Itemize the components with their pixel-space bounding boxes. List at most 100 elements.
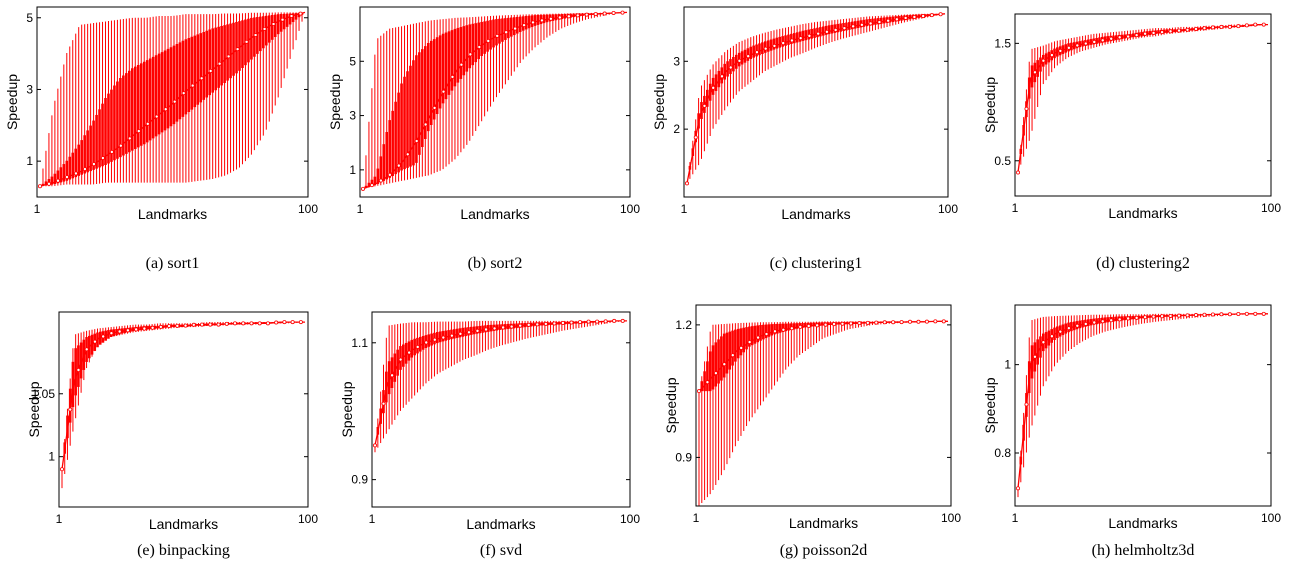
mean-marker: [217, 61, 222, 66]
mean-marker: [432, 337, 437, 342]
mean-marker: [1083, 321, 1088, 326]
mean-marker: [815, 323, 820, 328]
mean-marker: [1049, 53, 1054, 58]
mean-marker: [1016, 486, 1021, 491]
mean-line: [1017, 23, 1268, 173]
mean-marker: [199, 76, 204, 81]
mean-marker: [806, 324, 811, 329]
mean-marker: [142, 326, 147, 331]
x-axis-label: Landmarks: [466, 516, 535, 532]
mean-marker: [1261, 311, 1266, 316]
mean-marker: [298, 11, 303, 16]
mean-marker: [705, 380, 710, 385]
mean-marker: [924, 319, 929, 324]
panel-caption: (h) helmholtz3d: [1092, 542, 1195, 559]
mean-marker: [1227, 312, 1232, 317]
mean-marker: [381, 401, 386, 406]
mean-marker: [1075, 323, 1080, 328]
mean-marker: [150, 325, 155, 330]
mean-marker: [933, 319, 938, 324]
y-axis-label: Speedup: [339, 381, 355, 437]
x-tick-label: 100: [941, 511, 961, 525]
mean-marker: [1134, 33, 1139, 38]
mean-marker: [1160, 30, 1165, 35]
mean-marker: [398, 357, 403, 362]
mean-marker: [154, 114, 159, 119]
mean-marker: [781, 327, 786, 332]
x-axis-label: Landmarks: [1108, 515, 1177, 531]
mean-marker: [76, 367, 81, 372]
mean-marker: [216, 322, 221, 327]
y-tick-label: 3: [673, 54, 680, 68]
mean-marker: [593, 12, 598, 17]
chart-panel-1: 1 3 5 1 100 Landmarks Speedup (a) sort1: [4, 6, 318, 272]
mean-marker: [208, 322, 213, 327]
mean-marker: [851, 24, 856, 29]
mean-marker: [903, 15, 908, 20]
mean-marker: [842, 26, 847, 31]
mean-marker: [1032, 70, 1037, 75]
mean-marker: [789, 326, 794, 331]
mean-marker: [468, 52, 473, 57]
x-tick-label: 100: [620, 512, 640, 526]
mean-marker: [1083, 41, 1088, 46]
y-tick-label: 0.5: [994, 154, 1011, 168]
mean-marker: [868, 21, 873, 26]
mean-marker: [1041, 340, 1046, 345]
y-tick-label: 1: [48, 450, 55, 464]
mean-marker: [100, 156, 105, 161]
x-axis-label: Landmarks: [149, 516, 218, 532]
mean-marker: [136, 129, 141, 134]
mean-marker: [1185, 313, 1190, 318]
mean-marker: [848, 321, 853, 326]
mean-marker: [772, 329, 777, 334]
y-axis-label: Speedup: [26, 381, 42, 437]
mean-marker: [459, 62, 464, 67]
x-tick-label: 100: [620, 202, 640, 216]
mean-marker: [226, 54, 231, 59]
x-axis-label: Landmarks: [138, 206, 207, 222]
panel-caption: (b) sort2: [468, 255, 523, 272]
mean-marker: [1236, 311, 1241, 316]
mean-marker: [1126, 34, 1131, 39]
mean-marker: [450, 74, 455, 79]
mean-marker: [92, 339, 97, 344]
mean-marker: [378, 178, 383, 183]
mean-marker: [603, 319, 608, 324]
mean-marker: [719, 74, 724, 79]
mean-marker: [492, 326, 497, 331]
x-tick-label: 1: [1012, 201, 1019, 215]
mean-marker: [282, 320, 287, 325]
mean-marker: [1151, 314, 1156, 319]
mean-marker: [1092, 320, 1097, 325]
mean-marker: [432, 105, 437, 110]
mean-marker: [882, 320, 887, 325]
mean-marker: [68, 407, 73, 412]
mean-marker: [1193, 313, 1198, 318]
mean-marker: [241, 321, 246, 326]
mean-marker: [167, 324, 172, 329]
mean-marker: [1261, 22, 1266, 27]
mean-marker: [1041, 58, 1046, 63]
mean-marker: [1219, 24, 1224, 29]
mean-marker: [1244, 23, 1249, 28]
mean-marker: [857, 321, 862, 326]
x-tick-label: 100: [298, 202, 318, 216]
mean-marker: [1253, 311, 1258, 316]
plot-frame: [36, 6, 309, 198]
y-tick-label: 1.1: [351, 336, 368, 350]
panel-caption: (a) sort1: [146, 255, 200, 272]
mean-marker: [711, 85, 716, 90]
mean-marker: [859, 22, 864, 27]
mean-marker: [816, 31, 821, 36]
mean-marker: [145, 121, 150, 126]
mean-marker: [501, 325, 506, 330]
mean-marker: [1219, 312, 1224, 317]
mean-marker: [504, 30, 509, 35]
mean-marker: [372, 443, 377, 448]
mean-marker: [158, 324, 163, 329]
mean-marker: [865, 320, 870, 325]
mean-marker: [274, 320, 279, 325]
mean-marker: [127, 136, 132, 141]
plot-frame: [1014, 13, 1272, 197]
